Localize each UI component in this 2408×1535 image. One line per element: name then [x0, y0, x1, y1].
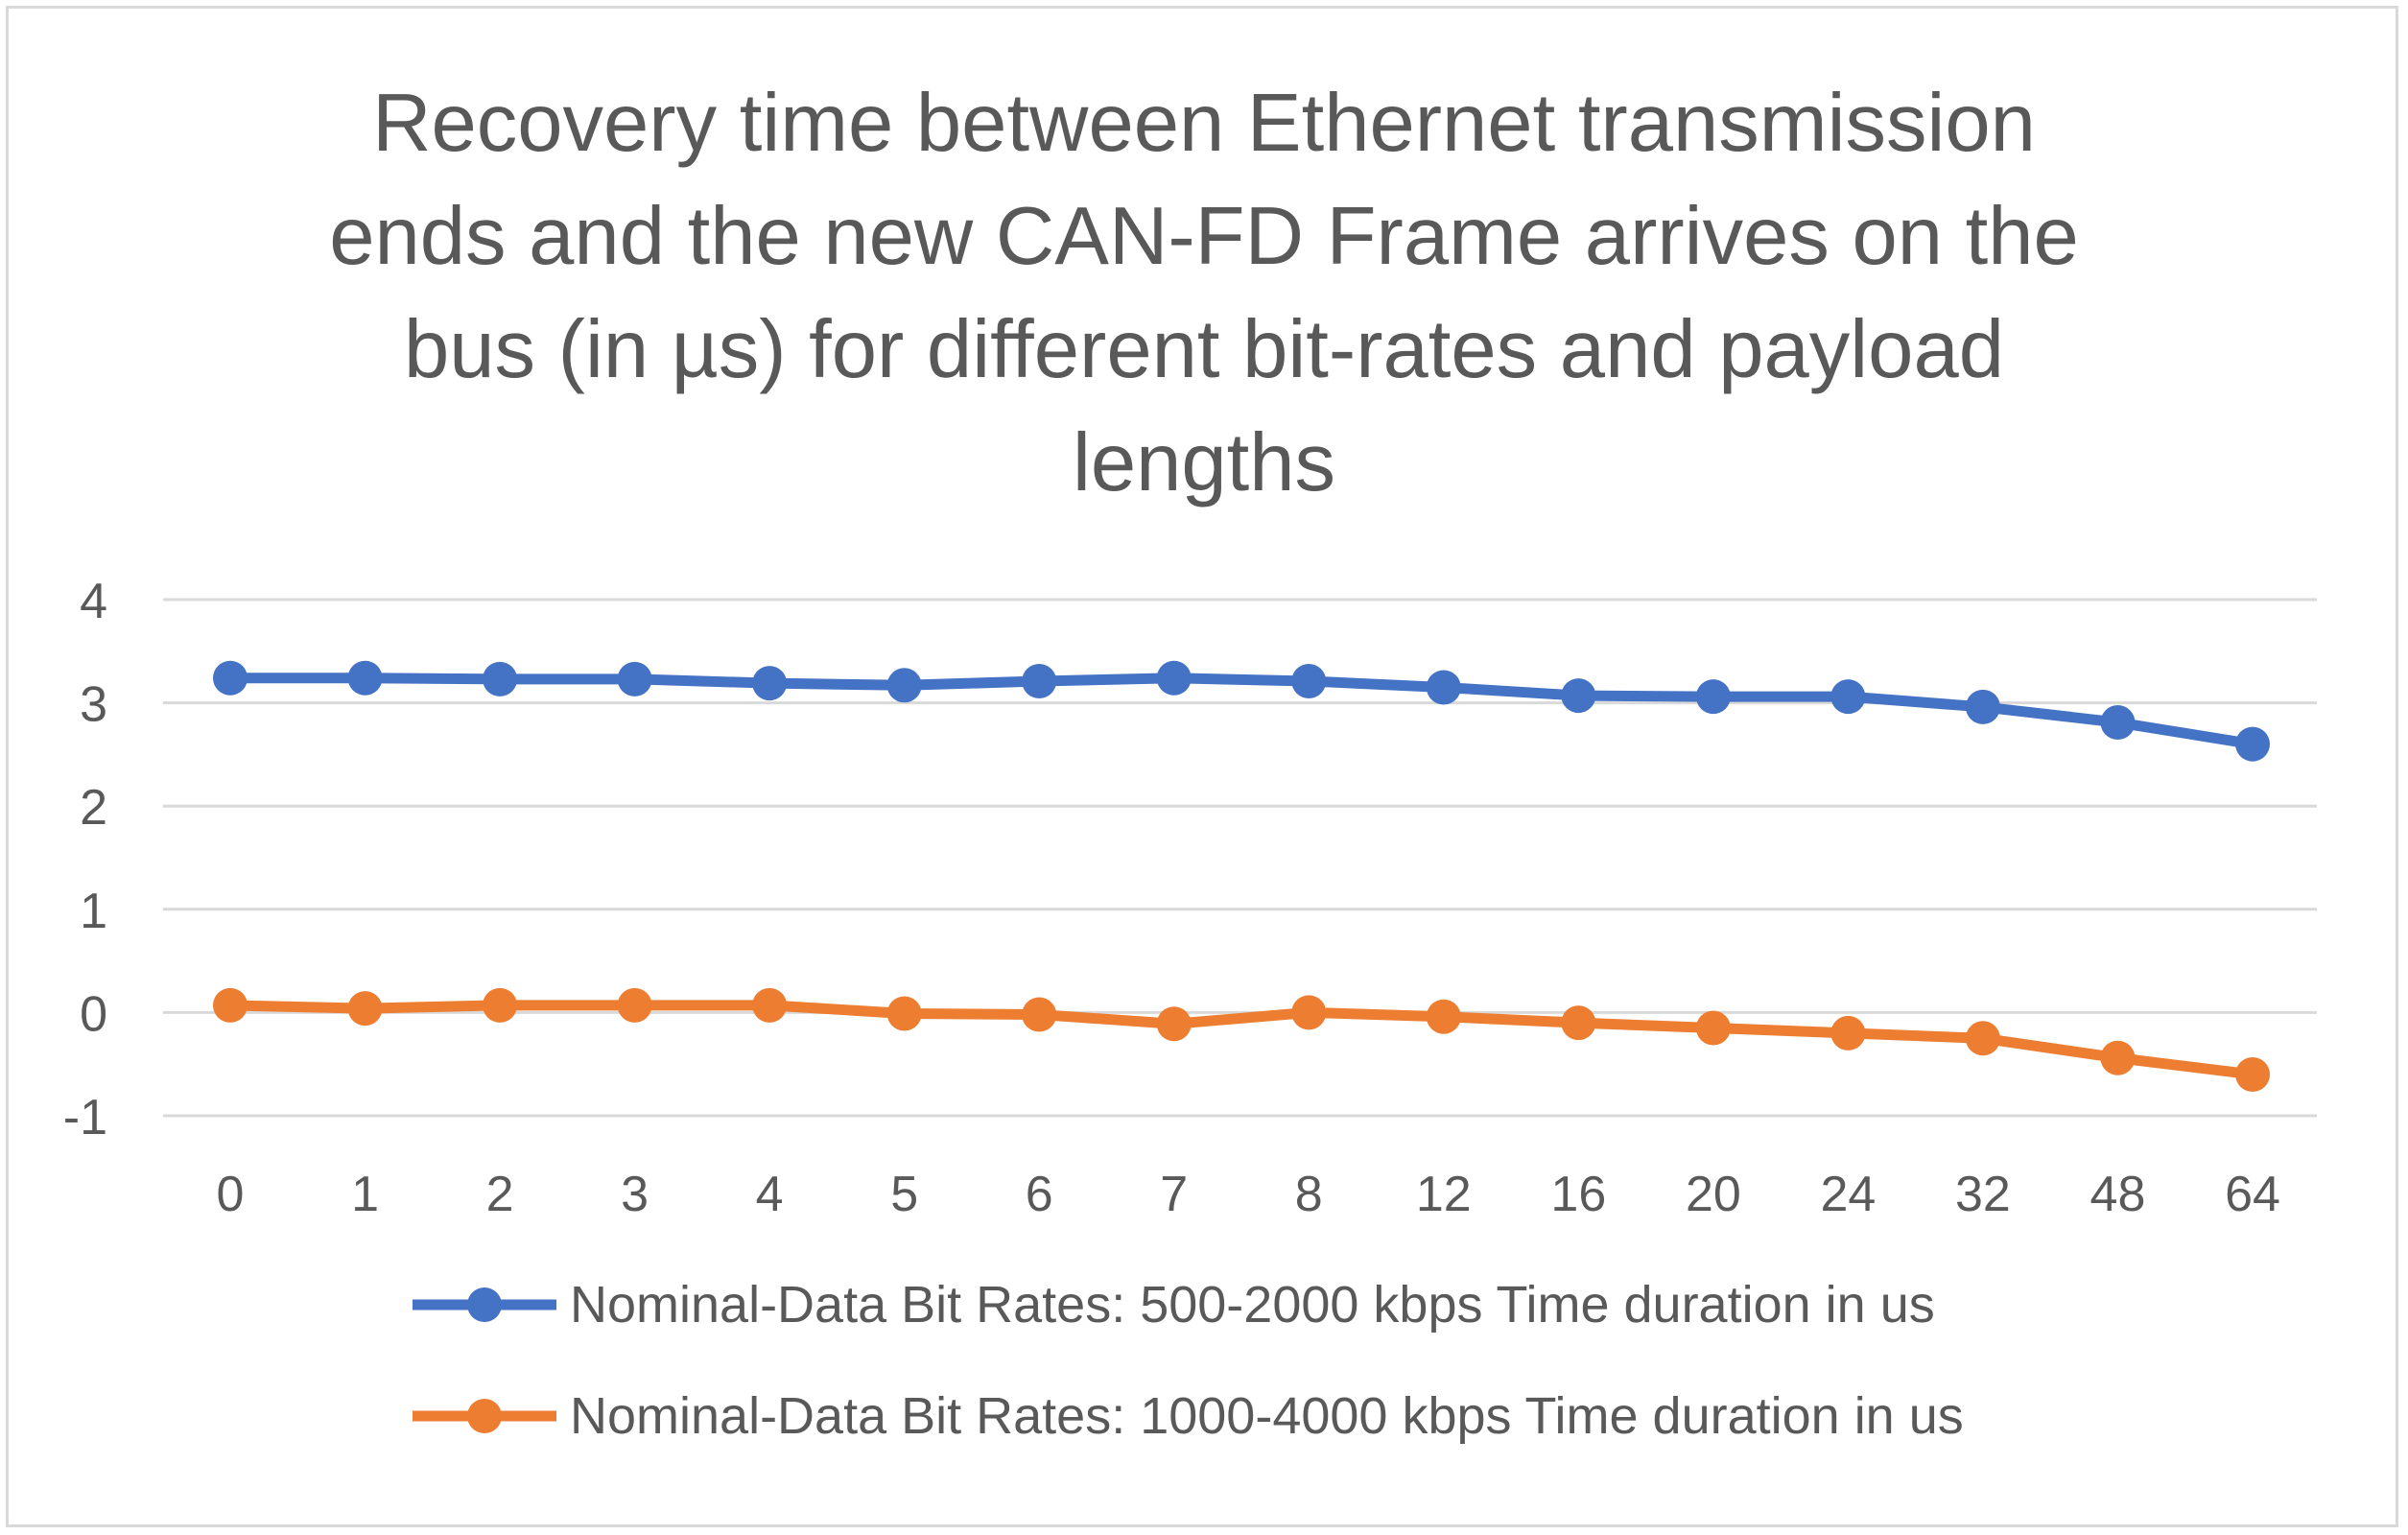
x-tick-label: 6: [1026, 1167, 1053, 1222]
series-2-point: [1156, 1006, 1192, 1042]
series-1-point: [1156, 660, 1192, 696]
series-1-point: [752, 666, 788, 701]
y-tick-label: 2: [80, 780, 107, 836]
series-2-point: [1830, 1015, 1866, 1051]
x-tick-label: 32: [1955, 1167, 2011, 1222]
chart-title: Recovery time between Ethernet transmiss…: [115, 67, 2293, 520]
series-1-point: [1426, 670, 1461, 705]
series-2-point: [886, 996, 922, 1031]
series-1-point: [886, 668, 922, 703]
x-tick-label: 12: [1416, 1167, 1472, 1222]
series-2-point: [213, 987, 248, 1023]
series-2-point: [1695, 1010, 1731, 1046]
chart-title-line-1: Recovery time between Ethernet transmiss…: [372, 78, 2036, 169]
chart-title-line-2: ends and the new CAN-FD Frame arrives on…: [329, 191, 2079, 282]
chart-title-line-4: lengths: [1072, 417, 1336, 508]
legend-label-series-1: Nominal-Data Bit Rates: 500-2000 kbps Ti…: [570, 1276, 1935, 1334]
y-tick-label: -1: [63, 1090, 107, 1145]
x-tick-label: 4: [756, 1167, 784, 1222]
y-tick-label: 1: [80, 884, 107, 939]
series-2-point: [1965, 1021, 2000, 1056]
x-tick-label: 8: [1295, 1167, 1323, 1222]
series-1-point: [1561, 678, 1596, 714]
chart-frame: [6, 6, 2398, 1527]
series-2-point: [617, 987, 652, 1023]
series-1-point: [1965, 689, 2000, 724]
series-1-point: [483, 661, 518, 697]
series-2-point: [1022, 997, 1057, 1032]
series-1-point: [1022, 664, 1057, 699]
x-tick-label: 1: [351, 1167, 379, 1222]
legend-item-series-2: Nominal-Data Bit Rates: 1000-4000 kbps T…: [413, 1378, 1964, 1454]
x-tick-label: 20: [1686, 1167, 1741, 1222]
x-tick-label: 5: [890, 1167, 918, 1222]
series-2-point: [483, 987, 518, 1023]
series-1-line: [224, 673, 2258, 750]
series-1-point: [1830, 679, 1866, 715]
series-1-point: [1291, 664, 1327, 699]
series-2-point: [1426, 999, 1461, 1034]
series-1-point: [1695, 679, 1731, 715]
legend-item-series-1: Nominal-Data Bit Rates: 500-2000 kbps Ti…: [413, 1266, 1935, 1343]
series-1-point: [617, 661, 652, 697]
series-1-point: [2100, 705, 2136, 741]
x-tick-label: 16: [1550, 1167, 1606, 1222]
series-2-point: [2100, 1040, 2136, 1075]
series-2-point: [752, 987, 788, 1023]
x-tick-label: 24: [1820, 1167, 1876, 1222]
series-2-point: [2235, 1056, 2270, 1092]
x-tick-label: 64: [2225, 1167, 2280, 1222]
x-tick-label: 2: [486, 1167, 514, 1222]
chart-title-line-3: bus (in µs) for different bit-rates and …: [403, 304, 2004, 395]
legend-marker-series-1: [413, 1287, 556, 1322]
y-tick-label: 0: [80, 986, 107, 1042]
series-2-point: [1561, 1005, 1596, 1041]
series-2-point: [1291, 995, 1327, 1030]
x-tick-label: 7: [1160, 1167, 1188, 1222]
x-tick-label: 0: [217, 1167, 245, 1222]
legend-label-series-2: Nominal-Data Bit Rates: 1000-4000 kbps T…: [570, 1387, 1964, 1445]
x-tick-label: 3: [621, 1167, 649, 1222]
x-tick-label: 48: [2090, 1167, 2146, 1222]
series-1-point: [347, 660, 383, 696]
legend-marker-series-2: [413, 1399, 556, 1433]
y-tick-label: 4: [80, 574, 107, 629]
series-1-point: [2235, 726, 2270, 762]
series-1-point: [213, 660, 248, 696]
y-tick-label: 3: [80, 677, 107, 733]
series-2-point: [347, 991, 383, 1027]
series-2-line: [224, 1000, 2258, 1080]
